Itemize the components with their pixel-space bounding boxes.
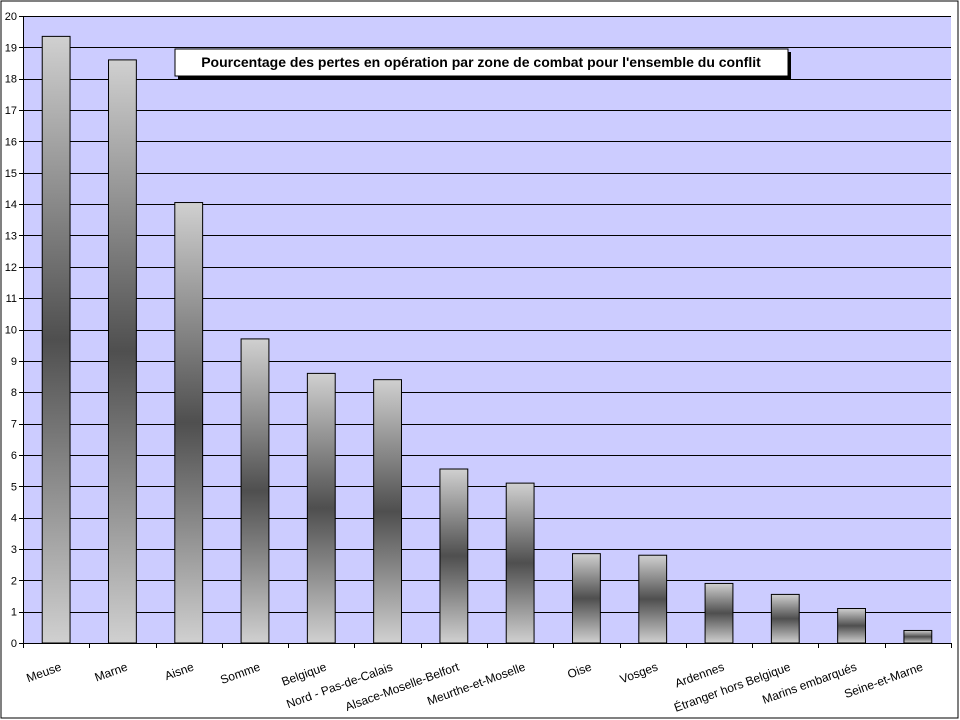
y-tick-label: 16 — [5, 136, 17, 148]
y-tick-label: 20 — [5, 11, 17, 23]
y-tick-label: 0 — [11, 638, 17, 650]
bar — [770, 593, 800, 644]
bar — [837, 608, 866, 644]
y-tick-label: 10 — [5, 325, 17, 337]
bar — [572, 553, 601, 644]
y-tick-label: 18 — [5, 74, 17, 86]
y-tick-label: 5 — [11, 481, 17, 493]
bar — [638, 554, 668, 644]
y-tick-label: 7 — [11, 419, 17, 431]
y-tick-label: 4 — [11, 513, 17, 525]
y-tick-label: 1 — [11, 607, 17, 619]
bar — [174, 202, 204, 644]
bar — [439, 468, 469, 644]
y-tick-label: 14 — [5, 199, 17, 211]
y-tick-label: 17 — [5, 105, 17, 117]
y-tick-label: 12 — [5, 262, 17, 274]
y-tick-label: 9 — [11, 356, 17, 368]
bar — [505, 482, 535, 644]
axes — [19, 16, 952, 648]
y-tick-label: 2 — [11, 575, 17, 587]
y-tick-label: 15 — [5, 168, 17, 180]
bar — [240, 338, 270, 644]
bar — [41, 35, 71, 644]
chart-title: Pourcentage des pertes en opération par … — [174, 48, 791, 79]
y-tick-label: 8 — [11, 387, 17, 399]
bar — [704, 582, 734, 644]
y-tick-label: 11 — [6, 293, 17, 305]
chart-title-bg — [174, 48, 789, 77]
y-tick-label: 13 — [5, 230, 17, 242]
y-tick-label: 6 — [11, 450, 17, 462]
bar — [108, 59, 137, 644]
bar — [306, 372, 336, 644]
y-tick-label: 19 — [5, 42, 17, 54]
bar — [903, 629, 933, 644]
bar — [373, 379, 402, 644]
chart-title-text: Pourcentage des pertes en opération par … — [201, 54, 761, 70]
y-tick-label: 3 — [11, 544, 17, 556]
bars — [41, 35, 933, 644]
